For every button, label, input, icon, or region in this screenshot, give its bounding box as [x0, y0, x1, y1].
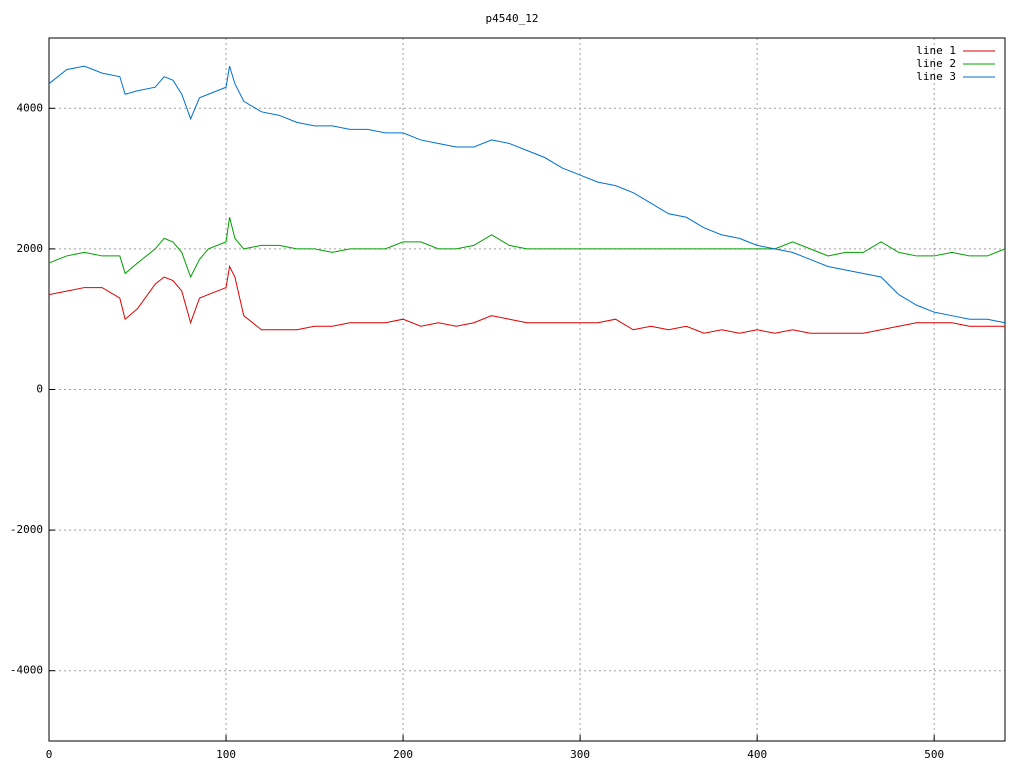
y-tick-label: 2000 [17, 242, 44, 255]
legend-label: line 1 [916, 44, 956, 57]
x-tick-label: 0 [46, 748, 53, 761]
series-line [48, 264, 1005, 334]
plot-frame [48, 37, 1006, 742]
x-tick-label: 200 [393, 748, 413, 761]
x-tick-label: 400 [747, 748, 767, 761]
series-line [48, 65, 1006, 324]
legend-label: line 2 [916, 57, 956, 70]
y-tick-label: 4000 [17, 101, 44, 114]
x-tick-label: 300 [570, 748, 590, 761]
x-tick-label: 500 [924, 748, 944, 761]
legend-label: line 3 [916, 70, 956, 83]
x-tick-label: 100 [216, 748, 236, 761]
chart-title: p4540_12 [486, 12, 539, 25]
y-tick-label: 0 [36, 383, 43, 396]
y-tick-label: -4000 [10, 664, 43, 677]
series-line [48, 217, 1006, 279]
y-tick-label: -2000 [10, 523, 43, 536]
